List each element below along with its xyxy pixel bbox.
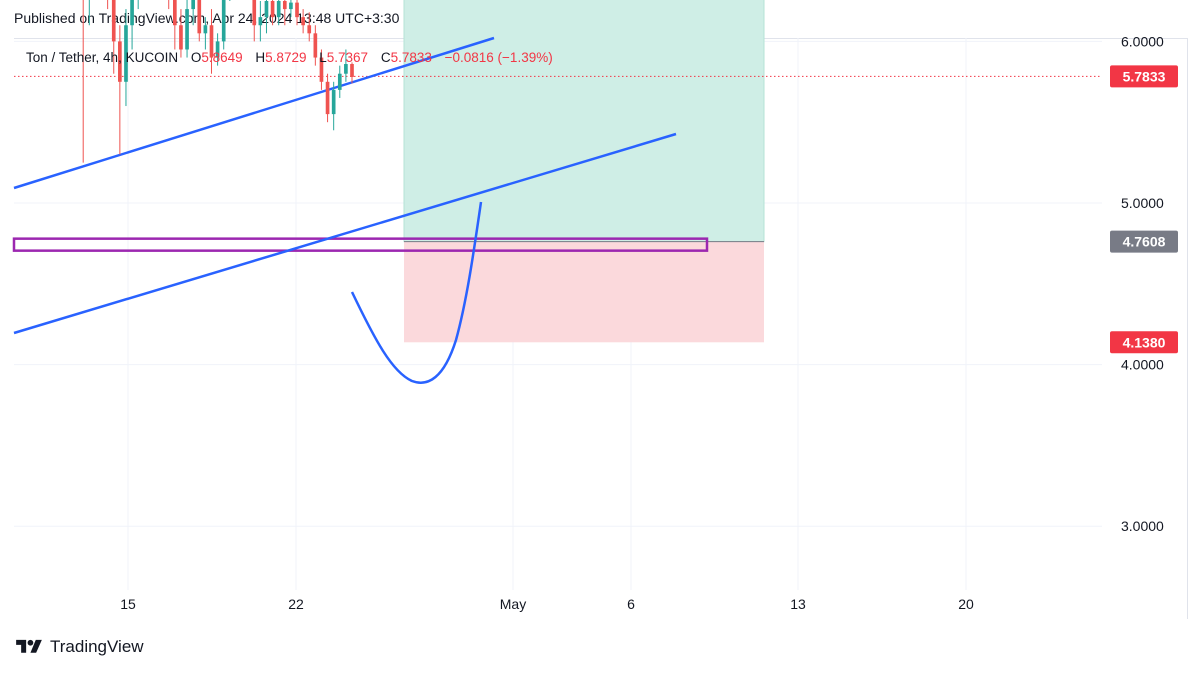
candle-body-34 (221, 0, 226, 42)
candle-body-50 (319, 57, 324, 82)
y-tick-label-1: 4.0000 (1121, 357, 1164, 373)
price-label-2: 4.7608 (1123, 234, 1166, 250)
legend-change: −0.0816 (−1.39%) (444, 50, 553, 65)
stop-zone (404, 241, 764, 343)
candle-body-17 (118, 41, 122, 82)
candle-body-43 (276, 1, 281, 18)
candle-body-53 (337, 73, 342, 90)
projection-curve (350, 201, 483, 384)
candle-body-51 (325, 81, 330, 115)
candle-body-30 (197, 0, 202, 34)
candle-body-41 (264, 1, 269, 18)
candle-body-47 (301, 17, 305, 26)
y-tick-label-0: 3.0000 (1121, 518, 1164, 534)
candle-body-46 (295, 2, 299, 18)
legend-symbol: Ton / Tether, 4h, KUCOIN (26, 50, 179, 65)
price-label-bg-2 (1110, 230, 1178, 253)
candle-body-33 (215, 41, 220, 58)
tradingview-logo-icon (16, 639, 42, 653)
candle-body-44 (282, 1, 287, 10)
x-tick-label-5: 20 (958, 596, 974, 612)
candle-body-39 (252, 0, 257, 26)
candle-body-19 (130, 0, 134, 26)
candle-body-49 (313, 33, 318, 58)
candle-body-28 (185, 9, 189, 50)
candle-body-55 (350, 64, 354, 77)
candle-body-18 (124, 25, 128, 82)
legend-open-key: O (190, 50, 202, 65)
y-tick-label-3: 6.0000 (1121, 33, 1164, 49)
candles (82, 0, 354, 163)
target-zone (403, 0, 765, 243)
candle-body-48 (307, 25, 312, 34)
candle-body-42 (270, 1, 275, 18)
candle-body-45 (289, 2, 293, 10)
legend-low-key: L (319, 50, 327, 65)
support-box (12, 237, 709, 252)
price-label-1: 5.7833 (1123, 68, 1166, 84)
candle-body-52 (331, 89, 336, 115)
x-tick-label-1: 22 (288, 596, 304, 612)
candle-body-27 (179, 25, 183, 50)
price-label-3: 4.1380 (1123, 334, 1166, 350)
legend-low-value: 5.7367 (326, 50, 369, 65)
legend-open-value: 5.8649 (201, 50, 243, 65)
candle-body-54 (344, 64, 348, 74)
x-tick-label-4: 13 (790, 596, 806, 612)
candle-body-16 (111, 0, 116, 42)
channel-lower-line (13, 132, 677, 335)
candle-body-32 (209, 25, 214, 58)
y-tick-label-2: 5.0000 (1121, 195, 1164, 211)
legend-close-value: 5.7833 (390, 50, 432, 65)
candle-body-40 (258, 17, 263, 26)
footer-brand[interactable]: TradingView (14, 637, 144, 657)
footer-brand-label: TradingView (50, 637, 144, 656)
ohlc-legend: Ton / Tether, 4h, KUCOIN O5.8649 H5.8729… (26, 50, 553, 65)
price-label-bg-1 (1110, 65, 1178, 88)
channel-upper-line (13, 36, 495, 190)
x-tick-label-0: 15 (120, 596, 136, 612)
legend-high-value: 5.8729 (265, 50, 307, 65)
legend-close-key: C (380, 50, 391, 65)
candle-body-26 (173, 0, 177, 26)
candle-body-31 (203, 25, 208, 34)
x-tick-label-3: 6 (627, 596, 635, 612)
legend-high-key: H (255, 50, 266, 65)
candle-body-29 (191, 0, 195, 10)
x-tick-label-2: May (500, 596, 526, 612)
price-label-bg-3 (1110, 331, 1178, 354)
